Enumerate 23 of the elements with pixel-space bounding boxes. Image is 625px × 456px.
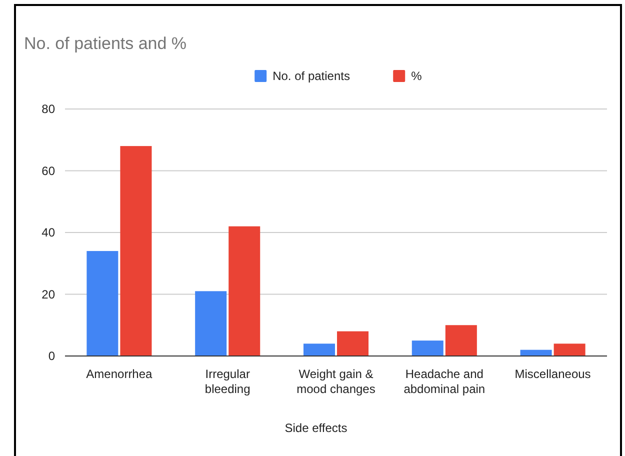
x-tick-label: Weight gain & mood changes: [296, 367, 376, 396]
y-tick-label: 20: [42, 287, 56, 302]
bar: [86, 251, 118, 356]
bar: [228, 226, 260, 356]
x-tick-label: Miscellaneous: [514, 367, 591, 381]
legend-label: No. of patients: [272, 69, 350, 84]
legend-label: %: [411, 69, 422, 84]
y-tick-label: 60: [42, 164, 56, 178]
y-tick-label: 40: [42, 226, 56, 240]
bar: [445, 325, 477, 356]
bar: [195, 291, 227, 356]
bar: [337, 331, 369, 356]
bar: [412, 340, 444, 356]
x-tick-label: Irregular bleeding: [204, 367, 250, 396]
x-tick-label: Headache and abdominal pain: [404, 367, 486, 396]
bar: [303, 344, 335, 356]
y-tick-label: 80: [42, 102, 56, 116]
x-tick-label: Amenorrhea: [86, 367, 153, 381]
bar: [120, 146, 152, 356]
y-tick-label: 0: [48, 349, 56, 364]
chart-title: No. of patients and %: [24, 34, 187, 53]
x-axis-title: Side effects: [284, 421, 348, 435]
bar: [554, 344, 586, 356]
